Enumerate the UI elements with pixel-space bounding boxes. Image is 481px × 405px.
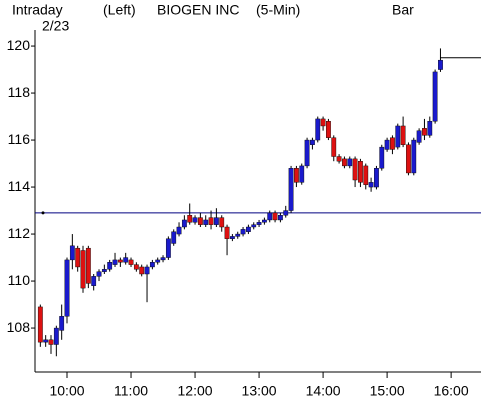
- candle-body: [133, 264, 139, 270]
- y-tick-label: 114: [8, 178, 31, 194]
- candle-body: [85, 247, 91, 284]
- candle-body: [107, 262, 113, 270]
- candle-body: [432, 71, 438, 122]
- candle-body: [59, 316, 65, 331]
- candle-body: [149, 262, 155, 268]
- y-tick-label: 110: [8, 272, 31, 288]
- candle-body: [283, 210, 289, 216]
- candle-body: [187, 215, 193, 223]
- candle-body: [251, 224, 257, 228]
- candle-body: [64, 259, 70, 317]
- candle-body: [192, 217, 198, 223]
- y-tick-label: 108: [7, 319, 31, 335]
- candle-body: [160, 257, 166, 261]
- candle-body: [294, 168, 299, 183]
- candle-body: [358, 161, 363, 183]
- candle-body: [171, 231, 177, 244]
- x-tick-label: 13:00: [242, 383, 277, 399]
- candle-body: [288, 168, 294, 211]
- candle-body: [278, 215, 283, 221]
- candle-body: [144, 266, 150, 275]
- x-tick-label: 12:00: [178, 383, 213, 399]
- x-tick-label: 14:00: [306, 383, 341, 399]
- candle-body: [176, 226, 182, 235]
- reference-marker: [41, 211, 45, 215]
- candle-body: [336, 156, 342, 162]
- candle-body: [331, 137, 337, 157]
- candle-body: [416, 130, 422, 143]
- y-tick-label: 112: [8, 225, 31, 241]
- candle-body: [342, 158, 347, 167]
- candle-body: [229, 236, 235, 239]
- candle-body: [400, 125, 406, 145]
- candle-body: [240, 229, 246, 235]
- candle-body: [219, 217, 225, 228]
- candle-body: [213, 217, 219, 225]
- candle-body: [267, 212, 273, 221]
- candle-body: [48, 339, 54, 345]
- x-tick-label: 11:00: [114, 383, 148, 399]
- candle-body: [69, 245, 75, 261]
- candle-body: [91, 276, 97, 286]
- candle-body: [80, 250, 86, 289]
- candle-body: [320, 118, 326, 127]
- candle-body: [203, 219, 209, 225]
- x-tick-label: 16:00: [434, 383, 469, 399]
- candle-body: [123, 257, 129, 263]
- candle-body: [299, 165, 305, 183]
- candle-body: [427, 121, 433, 136]
- header-text: BIOGEN INC: [157, 2, 239, 18]
- candle-body: [181, 219, 187, 228]
- candle-body: [96, 271, 102, 277]
- candle-body: [155, 259, 161, 263]
- x-tick-label: 15:00: [370, 383, 405, 399]
- candle-body: [368, 182, 374, 188]
- header-text: Intraday: [12, 2, 63, 18]
- candle-body: [352, 158, 358, 181]
- candle-body: [390, 137, 395, 150]
- candle-body: [224, 226, 230, 239]
- candle-body: [347, 158, 353, 167]
- candle-body: [363, 165, 369, 185]
- candle-body: [422, 128, 427, 136]
- candle-body: [37, 306, 43, 343]
- candle-body: [53, 327, 59, 345]
- candle-body: [112, 259, 118, 265]
- candle-body: [117, 259, 123, 263]
- candle-body: [235, 233, 241, 237]
- y-tick-label: 118: [8, 84, 31, 100]
- candle-body: [395, 125, 401, 148]
- candle-body: [304, 139, 310, 167]
- header-text: Bar: [392, 2, 414, 18]
- candle-body: [411, 139, 417, 174]
- y-tick-label: 120: [7, 37, 31, 53]
- candle-body: [256, 222, 262, 225]
- candle-body: [315, 118, 321, 141]
- candle-body: [262, 219, 267, 223]
- candle-body: [197, 217, 203, 225]
- x-tick-label: 10:00: [49, 383, 84, 399]
- candle-body: [272, 212, 278, 221]
- candle-body: [384, 139, 390, 150]
- candle-body: [326, 121, 331, 138]
- candle-body: [208, 217, 214, 225]
- candle-body: [438, 59, 443, 70]
- candle-body: [379, 146, 385, 169]
- candle-body: [406, 144, 411, 174]
- candle-body: [139, 266, 145, 275]
- date-label: 2/23: [42, 18, 69, 34]
- candle-body: [101, 269, 107, 272]
- header-text: (5-Min): [256, 2, 300, 18]
- candle-body: [245, 226, 251, 232]
- candle-body: [165, 238, 171, 258]
- candle-body: [374, 168, 379, 188]
- candle-body: [128, 259, 134, 265]
- header-text: (Left): [103, 2, 136, 18]
- y-tick-label: 116: [8, 131, 31, 147]
- candle-body: [75, 247, 81, 268]
- candle-body: [310, 139, 315, 145]
- candle-body: [43, 339, 49, 343]
